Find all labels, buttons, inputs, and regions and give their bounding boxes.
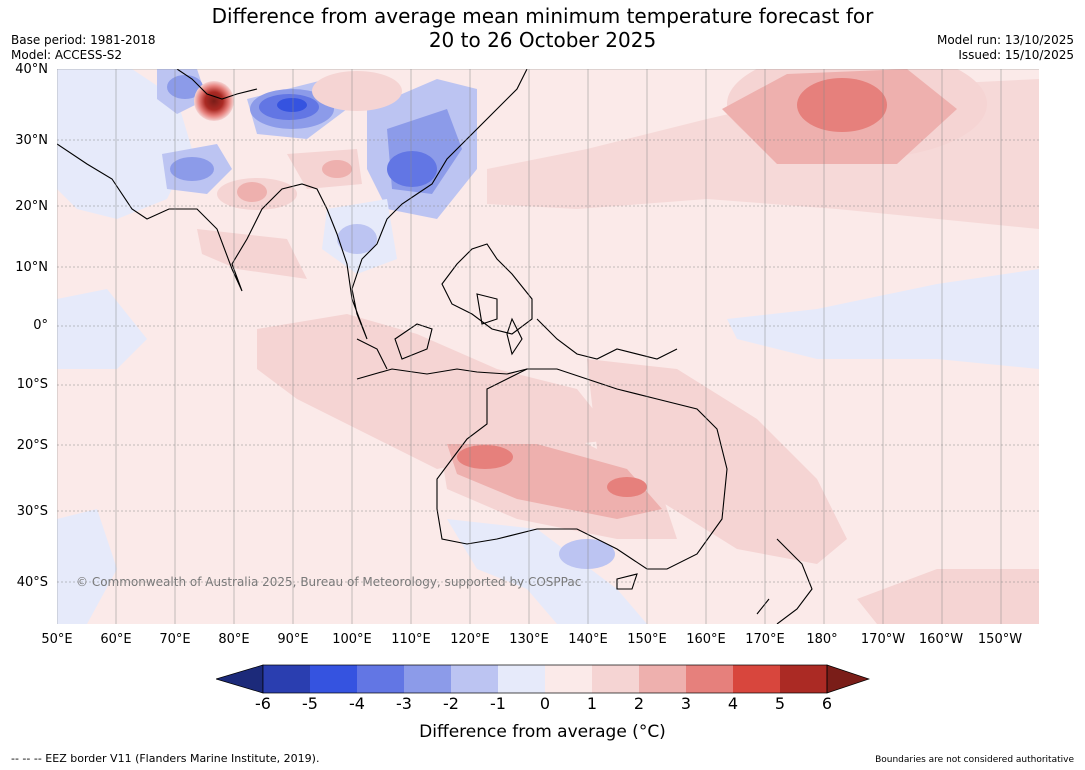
model-name: Model: ACCESS-S2 [11,48,123,62]
colorbar-tick: -4 [349,694,365,713]
lat-label: 30°S [16,504,48,519]
colorbar-swatch [639,665,686,693]
lat-label: 20°N [15,199,48,214]
colorbar-swatch [263,665,310,693]
colorbar-swatch [498,665,545,693]
lat-label: 0° [33,318,48,333]
lon-label: 170°W [860,632,906,647]
lon-label: 150°E [627,632,667,647]
map-canvas [56,49,1039,625]
colorbar-tick: -6 [255,694,271,713]
colorbar-tick: 3 [680,694,692,713]
lat-label: 20°S [16,438,48,453]
map-title: Difference from average mean minimum tem… [0,4,1085,52]
colorbar-swatch [451,665,498,693]
colorbar-arrow-low [216,664,264,694]
lat-label: 30°N [15,133,48,148]
lon-label: 60°E [100,632,132,647]
colorbar-swatch [545,665,592,693]
colorbar-title: Difference from average (°C) [0,722,1085,742]
colorbar-swatch [310,665,357,693]
lon-label: 170°E [745,632,785,647]
issued-date: Issued: 15/10/2025 [958,48,1074,62]
colorbar-tick: -3 [396,694,412,713]
colorbar-tick: 1 [586,694,598,713]
title-line-1: Difference from average mean minimum tem… [211,4,874,28]
lat-label: 40°N [15,62,48,77]
colorbar-tick: 4 [727,694,739,713]
colorbar-swatch [592,665,639,693]
lon-label: 180° [806,632,838,647]
lon-label: 150°W [977,632,1023,647]
lon-label: 50°E [41,632,73,647]
lon-label: 70°E [159,632,191,647]
boundaries-note: Boundaries are not considered authoritat… [875,755,1074,765]
graticule [56,68,1039,624]
lat-label: 40°S [16,575,48,590]
colorbar-arrow-high [826,664,870,694]
colorbar-tick: 6 [821,694,833,713]
lon-label: 140°E [568,632,608,647]
colorbar-swatch [686,665,733,693]
eez-note: -- -- -- EEZ border V11 (Flanders Marine… [11,752,320,765]
colorbar-tick: -2 [443,694,459,713]
colorbar-title-text: Difference from average ( [419,722,639,742]
lat-label: 10°S [16,377,48,392]
cool-anomalies [57,69,1039,624]
colorbar-swatch [733,665,780,693]
colorbar-swatch [357,665,404,693]
colorbar-tick: 2 [633,694,645,713]
lon-label: 160°W [918,632,964,647]
copyright-notice: © Commonwealth of Australia 2025, Bureau… [76,575,582,589]
base-period: Base period: 1981-2018 [11,33,156,47]
colorbar [216,664,870,694]
colorbar-tick: -1 [490,694,506,713]
lat-label: 10°N [15,260,48,275]
forecast-map[interactable] [56,49,1039,625]
model-run: Model run: 13/10/2025 [936,33,1074,47]
lon-label: 120°E [450,632,490,647]
colorbar-tick: 5 [774,694,786,713]
colorbar-tick: 0 [539,694,551,713]
lon-label: 110°E [391,632,431,647]
lon-label: 160°E [686,632,726,647]
colorbar-tick: -5 [302,694,318,713]
colorbar-swatch [780,665,827,693]
lon-label: 100°E [332,632,372,647]
lon-label: 130°E [509,632,549,647]
colorbar-swatch [404,665,451,693]
lon-label: 80°E [218,632,250,647]
title-line-2: 20 to 26 October 2025 [428,28,657,52]
lon-label: 90°E [277,632,309,647]
colorbar-title-unit: °C) [638,722,666,742]
